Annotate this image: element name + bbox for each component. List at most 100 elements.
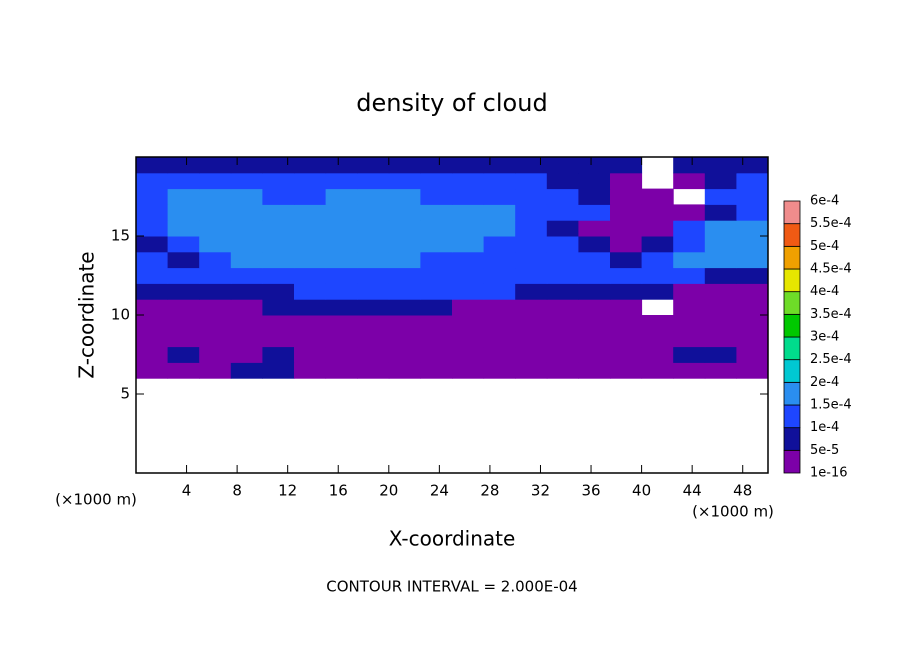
- contour-cell: [262, 251, 295, 269]
- contour-cell: [388, 251, 421, 269]
- colorbar-box: [783, 427, 801, 451]
- contour-cell: [641, 362, 674, 379]
- contour-cell: [136, 346, 169, 363]
- contour-cell: [452, 315, 485, 332]
- contour-cell: [420, 362, 453, 379]
- contour-cell: [199, 236, 232, 253]
- contour-cell: [325, 330, 358, 348]
- contour-cell: [357, 204, 390, 221]
- colorbar-label: 1e-16: [810, 466, 848, 481]
- y-tick-label: 10: [111, 306, 130, 324]
- contour-cell: [262, 299, 295, 316]
- x-tick-label: 20: [379, 482, 398, 500]
- contour-cell: [325, 157, 358, 174]
- contour-cell: [294, 236, 327, 253]
- x-tick-label: 12: [278, 482, 297, 500]
- contour-cell: [167, 362, 200, 379]
- contour-cell: [483, 267, 516, 284]
- contour-cell: [325, 220, 358, 237]
- contour-cell: [673, 267, 706, 284]
- contour-cell: [388, 330, 421, 348]
- contour-cell: [357, 330, 390, 348]
- contour-cell: [325, 267, 358, 284]
- contour-cell: [262, 315, 295, 332]
- colorbar-box: [783, 449, 801, 474]
- contour-cell: [578, 157, 611, 174]
- contour-cell: [452, 220, 485, 237]
- contour-cell: [546, 204, 579, 221]
- contour-cell: [515, 299, 548, 316]
- contour-cell: [452, 204, 485, 221]
- contour-cell: [230, 267, 263, 284]
- contour-cell: [610, 172, 643, 190]
- contour-cell: [167, 220, 200, 237]
- contour-cell: [388, 315, 421, 332]
- contour-cell: [167, 188, 200, 205]
- contour-cell: [610, 315, 643, 332]
- contour-cell: [199, 346, 232, 363]
- colorbar-label: 1e-4: [810, 420, 839, 435]
- contour-cell: [641, 236, 674, 253]
- contour-cell: [578, 204, 611, 221]
- contour-cell: [388, 172, 421, 190]
- colorbar-box: [783, 200, 801, 225]
- contour-cell: [420, 172, 453, 190]
- contour-cell: [262, 204, 295, 221]
- contour-cell: [357, 346, 390, 363]
- contour-cell: [388, 346, 421, 363]
- contour-cell: [294, 362, 327, 379]
- contour-cell: [357, 267, 390, 284]
- contour-cell: [704, 172, 737, 190]
- contour-cell: [704, 236, 737, 253]
- x-unit-label: (×1000 m): [692, 503, 774, 521]
- colorbar-label: 2.5e-4: [810, 352, 852, 367]
- colorbar-label: 1.5e-4: [810, 398, 852, 413]
- colorbar-box: [783, 268, 801, 293]
- contour-cell: [452, 172, 485, 190]
- contour-cell: [704, 330, 737, 348]
- x-tick-label: 16: [329, 482, 348, 500]
- contour-cell: [546, 330, 579, 348]
- contour-cell: [294, 315, 327, 332]
- contour-cell: [325, 251, 358, 269]
- contour-cell: [357, 299, 390, 316]
- contour-cell: [294, 330, 327, 348]
- colorbar-label: 3e-4: [810, 330, 839, 345]
- contour-cell: [420, 315, 453, 332]
- contour-cell: [167, 283, 200, 300]
- contour-cell: [357, 315, 390, 332]
- x-tick-label: 36: [581, 482, 600, 500]
- footnote: CONTOUR INTERVAL = 2.000E-04: [326, 578, 577, 596]
- contour-cell: [483, 299, 516, 316]
- contour-cell: [673, 346, 706, 363]
- contour-cell: [641, 330, 674, 348]
- contour-cell: [483, 315, 516, 332]
- contour-cell: [610, 330, 643, 348]
- contour-cell: [483, 251, 516, 269]
- contour-cell: [357, 236, 390, 253]
- contour-cell: [673, 251, 706, 269]
- contour-cell: [230, 346, 263, 363]
- contour-cell: [325, 204, 358, 221]
- contour-cell: [610, 346, 643, 363]
- contour-cell: [673, 236, 706, 253]
- contour-cell: [736, 204, 769, 221]
- contour-cell: [515, 315, 548, 332]
- contour-cell: [515, 251, 548, 269]
- colorbar-label: 5.5e-4: [810, 216, 852, 231]
- contour-cell: [199, 204, 232, 221]
- contour-cell: [641, 251, 674, 269]
- contour-cell: [420, 188, 453, 205]
- contour-cell: [736, 188, 769, 205]
- contour-cell: [610, 299, 643, 316]
- contour-cell: [704, 299, 737, 316]
- y-tick-label: 5: [120, 385, 130, 403]
- contour-cell: [199, 362, 232, 379]
- colorbar-label: 6e-4: [810, 194, 839, 209]
- contour-cell: [736, 315, 769, 332]
- contour-cell: [578, 330, 611, 348]
- colorbar-box: [783, 336, 801, 361]
- contour-cell: [199, 172, 232, 190]
- contour-cell: [736, 172, 769, 190]
- contour-cell: [136, 283, 169, 300]
